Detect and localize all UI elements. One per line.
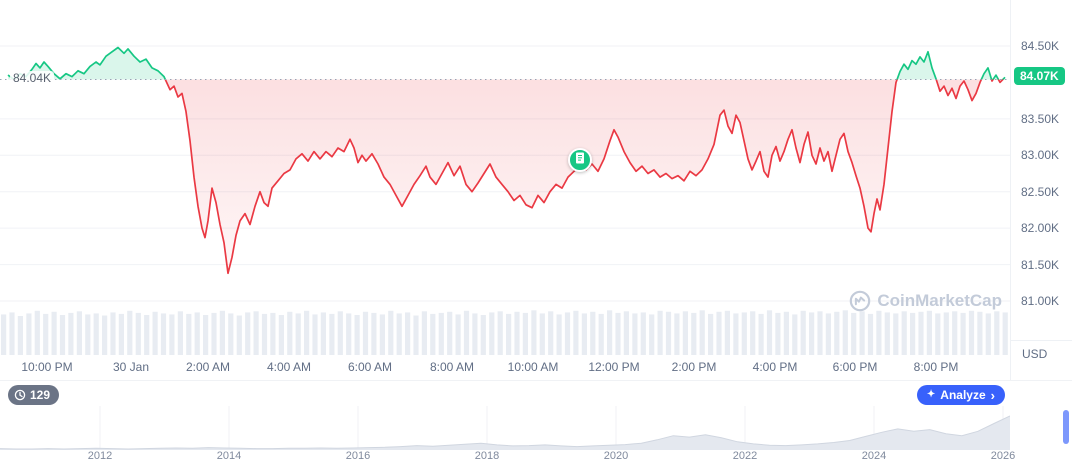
price-axis-tick: 84.50K	[1021, 39, 1060, 53]
sparkle-icon: ✦	[926, 389, 936, 400]
price-axis-tick: 81.50K	[1021, 257, 1060, 272]
timeline-year-axis: 2012 2014 2016 2018 2020 2022 2024 2026	[0, 450, 1015, 466]
chart-controls-row: 129 ✦ Analyze ›	[0, 380, 1072, 407]
timeline-year-label: 2018	[474, 450, 500, 462]
time-axis-tick: 2:00 AM	[185, 360, 231, 374]
vertical-scrollbar[interactable]	[1063, 410, 1069, 444]
timeline-year-label: 2014	[216, 450, 242, 462]
timeline-year-label: 2016	[345, 450, 371, 462]
watermark-text: CoinMarketCap	[877, 291, 1002, 310]
price-axis-tick: 82.00K	[1021, 221, 1060, 236]
chevron-right-icon: ›	[990, 387, 995, 403]
price-chart[interactable]: 84.04K CoinMarketCap	[0, 0, 1010, 356]
time-axis-tick: 8:00 AM	[429, 360, 475, 374]
time-axis-tick: 4:00 PM	[752, 360, 798, 374]
timeline-year-label: 2022	[732, 450, 758, 462]
timeline-year-label: 2024	[861, 450, 887, 462]
current-price-badge: 84.07K	[1014, 67, 1065, 85]
price-axis-tick: 83.50K	[1021, 111, 1060, 126]
timeline-range-selector[interactable]	[0, 406, 1011, 452]
time-axis-tick: 10:00 PM	[21, 360, 73, 374]
timeline-year-label: 2026	[990, 450, 1016, 462]
time-axis-tick: 10:00 AM	[507, 360, 559, 374]
history-count-value: 129	[30, 388, 51, 402]
watermark: CoinMarketCap	[849, 290, 1002, 312]
price-axis: 84.50K 83.50K 83.00K 82.50K 82.00K 81.50K 81.0…	[1010, 0, 1072, 380]
price-axis-tick: 83.00K	[1021, 148, 1060, 163]
timeline-year-label: 2020	[603, 450, 629, 462]
price-axis-tick: 81.00K	[1021, 293, 1060, 308]
timeline-year-label: 2012	[87, 450, 113, 462]
coinmarketcap-logo-icon	[849, 290, 871, 312]
baseline-price-label: 84.04K	[10, 71, 55, 85]
time-axis-tick: 4:00 AM	[266, 360, 312, 374]
time-axis-tick: 30 Jan	[112, 360, 150, 374]
annotation-marker[interactable]	[568, 148, 592, 172]
time-axis-tick: 12:00 PM	[588, 360, 640, 374]
analyze-button-label: Analyze	[940, 388, 986, 402]
time-axis: 10:00 PM 30 Jan 2:00 AM 4:00 AM 6:00 AM 8:00 …	[0, 357, 1010, 379]
price-axis-tick: 82.50K	[1021, 184, 1060, 199]
price-chart-canvas[interactable]	[0, 0, 1010, 356]
history-count-badge[interactable]: 129	[8, 385, 60, 405]
time-axis-tick: 8:00 PM	[913, 360, 959, 374]
note-icon	[575, 151, 585, 169]
currency-unit-label[interactable]: USD	[1010, 340, 1072, 361]
time-axis-tick: 2:00 PM	[671, 360, 717, 374]
clock-icon	[14, 389, 26, 401]
analyze-button[interactable]: ✦ Analyze ›	[916, 385, 1005, 405]
time-axis-tick: 6:00 PM	[832, 360, 878, 374]
time-axis-tick: 6:00 AM	[347, 360, 393, 374]
